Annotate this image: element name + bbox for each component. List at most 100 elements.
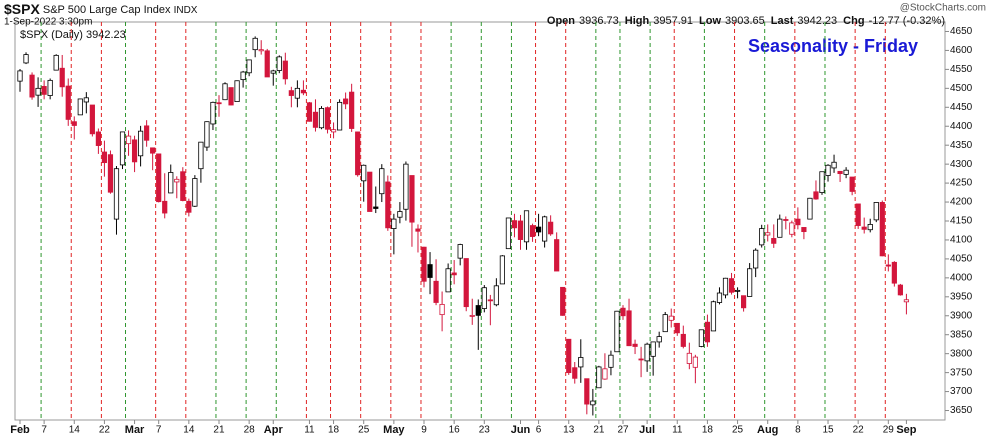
- y-tick-label: 4500: [950, 83, 973, 94]
- candle-body: [692, 356, 698, 368]
- x-tick-label: 25: [358, 425, 370, 436]
- candle-body: [397, 211, 403, 218]
- x-tick-label: 21: [213, 425, 225, 436]
- candle-body: [765, 232, 771, 236]
- x-tick-label: Apr: [264, 424, 284, 436]
- candle-body: [204, 121, 210, 148]
- x-tick-label: 16: [449, 425, 461, 436]
- candle-body: [463, 258, 469, 308]
- candle-body: [433, 280, 439, 303]
- y-tick-label: 4550: [950, 64, 973, 75]
- candle-body: [771, 238, 777, 244]
- candle-body: [891, 261, 897, 284]
- candle-body: [710, 301, 717, 332]
- candle-body: [445, 268, 451, 293]
- candle-body: [813, 191, 819, 200]
- candle-body: [535, 226, 542, 233]
- candle-body: [53, 54, 59, 71]
- y-tick-label: 4600: [950, 45, 973, 56]
- candle-body: [734, 289, 741, 292]
- candle-body: [548, 221, 554, 235]
- y-tick-label: 3950: [950, 291, 973, 302]
- x-tick-label: 13: [563, 425, 575, 436]
- candle-body: [475, 305, 481, 316]
- candle-body: [801, 227, 807, 233]
- x-tick-label: 8: [795, 425, 801, 436]
- candle-body: [361, 164, 367, 182]
- candle-body: [168, 172, 174, 194]
- candle-body: [451, 272, 457, 276]
- candle-body: [107, 154, 114, 193]
- header-left: $SPX S&P 500 Large Cap Index INDX: [4, 1, 198, 17]
- candle-body: [35, 87, 41, 96]
- y-tick-label: 3850: [950, 329, 973, 340]
- x-tick-label: 7: [156, 425, 162, 436]
- candle-body: [487, 299, 493, 302]
- y-tick-label: 4050: [950, 254, 973, 265]
- candle-body: [343, 98, 349, 105]
- exchange: INDX: [174, 5, 198, 16]
- candle-body: [499, 255, 506, 285]
- quote-label: High: [625, 15, 650, 27]
- x-tick-label: 14: [183, 425, 195, 436]
- candle-body: [493, 285, 499, 306]
- candle-body: [391, 218, 397, 229]
- candle-body: [542, 216, 548, 242]
- candle-body: [276, 56, 282, 71]
- candle-body: [258, 49, 264, 52]
- candle-body: [644, 343, 650, 362]
- candle-body: [95, 131, 101, 146]
- candle-body: [23, 54, 29, 64]
- candle-body: [409, 175, 415, 223]
- y-tick-label: 4100: [950, 235, 973, 246]
- x-tick-label: 22: [99, 425, 111, 436]
- candle-body: [572, 367, 578, 379]
- x-tick-label: Feb: [10, 424, 30, 436]
- quote-label: Last: [771, 15, 794, 27]
- quote-value: 3936.73: [579, 15, 619, 27]
- candle-body: [602, 368, 608, 380]
- candle-body: [246, 59, 252, 74]
- candle-body: [795, 218, 801, 226]
- candle-body: [101, 151, 108, 164]
- candle-body: [367, 171, 373, 212]
- candle-body: [77, 98, 83, 116]
- candle-body: [855, 203, 861, 226]
- x-tick-label: 14: [69, 425, 81, 436]
- source: @StockCharts.com: [900, 3, 986, 14]
- candle-body: [156, 153, 162, 203]
- candle-body: [439, 303, 445, 316]
- legend-label: $SPX (Daily): [20, 29, 83, 41]
- legend-value: 3942.23: [86, 29, 126, 41]
- candle-body: [614, 310, 620, 353]
- candle-body: [843, 169, 849, 175]
- candle-body: [590, 400, 596, 406]
- candle-body: [29, 74, 35, 98]
- x-tick-label: 11: [304, 425, 315, 436]
- candle-body: [728, 278, 735, 293]
- candle-body: [741, 295, 747, 309]
- candle-body: [324, 107, 331, 130]
- quote-value: 3957.91: [653, 15, 693, 27]
- candle-body: [47, 79, 53, 96]
- candle-body: [704, 321, 711, 343]
- candle-body: [373, 206, 379, 209]
- candle-body: [668, 315, 674, 321]
- y-tick-label: 4450: [950, 102, 973, 113]
- candle-body: [529, 225, 536, 237]
- candle-body: [228, 87, 234, 106]
- candle-body: [469, 314, 475, 317]
- candle-body: [222, 83, 228, 101]
- candle-body: [777, 218, 783, 238]
- y-tick-label: 3800: [950, 348, 973, 359]
- candle-body: [716, 292, 723, 303]
- quote-value: -12.77 (-0.32%): [869, 15, 945, 27]
- quote-value: 3942.23: [797, 15, 837, 27]
- candle-body: [421, 246, 427, 282]
- candle-body: [131, 139, 138, 163]
- x-tick-label: 9: [421, 425, 427, 436]
- x-tick-label: 23: [479, 425, 491, 436]
- candle-body: [753, 249, 759, 269]
- candle-body: [560, 286, 566, 316]
